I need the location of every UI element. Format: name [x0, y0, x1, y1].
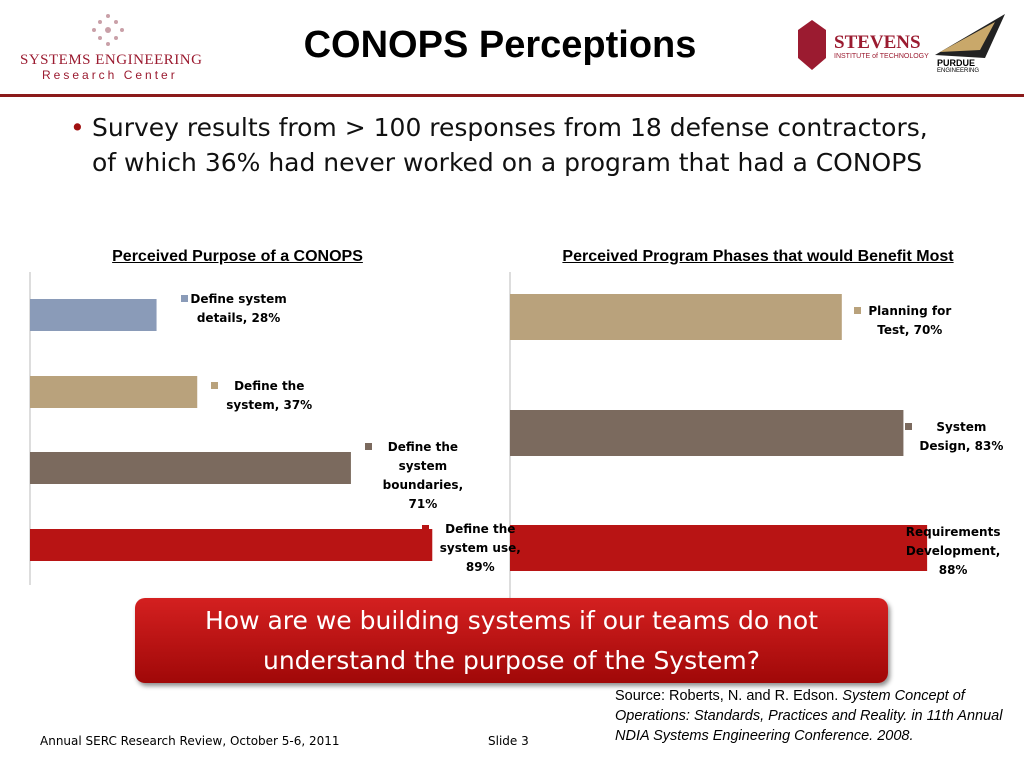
bar — [30, 299, 157, 331]
logo-text: INSTITUTE of TECHNOLOGY — [834, 53, 929, 60]
source-text: Source: Roberts, N. and R. Edson. — [615, 688, 843, 704]
bar — [510, 410, 904, 456]
data-label: Planning for Test, 70% — [853, 302, 958, 340]
data-label: Requirements Development, 88% — [897, 523, 1001, 580]
legend-swatch — [853, 307, 861, 314]
stevens-logo — [798, 20, 826, 70]
logo-text: Research Center — [42, 68, 178, 82]
source: Source: Roberts, N. and R. Edson. System… — [615, 686, 1015, 746]
logo-text: ENGINEERING — [937, 68, 980, 74]
legend-swatch — [897, 528, 905, 535]
bar — [510, 525, 928, 571]
slide-title: CONOPS Perceptions — [303, 24, 697, 66]
purdue-logo — [935, 14, 1005, 58]
legend-swatch — [905, 423, 913, 430]
chart-title: Perceived Purpose of a CONOPS — [112, 248, 363, 265]
data-label: Define the system use, 89% — [422, 520, 530, 577]
legend-swatch — [364, 443, 372, 450]
source-citation: System Concept of Operations: Standards,… — [615, 688, 1003, 744]
data-label: Define the system boundaries, 71% — [364, 438, 473, 514]
slide-number: Slide 3 — [488, 734, 529, 748]
footer-text: Annual SERC Research Review, October 5-6… — [40, 734, 340, 748]
data-label: Define the system, 37% — [211, 377, 319, 415]
data-label: Define system details, 28% — [180, 290, 289, 328]
legend-swatch — [211, 382, 219, 389]
header-rule — [0, 94, 1024, 97]
bar — [30, 376, 198, 408]
logo-text: SYSTEMS ENGINEERING — [20, 52, 203, 68]
legend-swatch — [180, 295, 188, 302]
serc-logo — [92, 14, 124, 46]
legend-swatch — [422, 525, 430, 532]
bar — [30, 529, 433, 561]
logo-text: PURDUE — [937, 58, 976, 68]
data-label: System Design, 83% — [905, 418, 1009, 456]
bullet-text: Survey results from > 100 responses from… — [70, 110, 952, 180]
bar — [30, 452, 351, 484]
callout: How are we building systems if our teams… — [135, 598, 888, 683]
chart-title: Perceived Program Phases that would Bene… — [562, 248, 954, 265]
bar — [510, 294, 842, 340]
logo-text: STEVENS — [834, 32, 921, 53]
callout-text: How are we building systems if our teams… — [204, 605, 818, 675]
